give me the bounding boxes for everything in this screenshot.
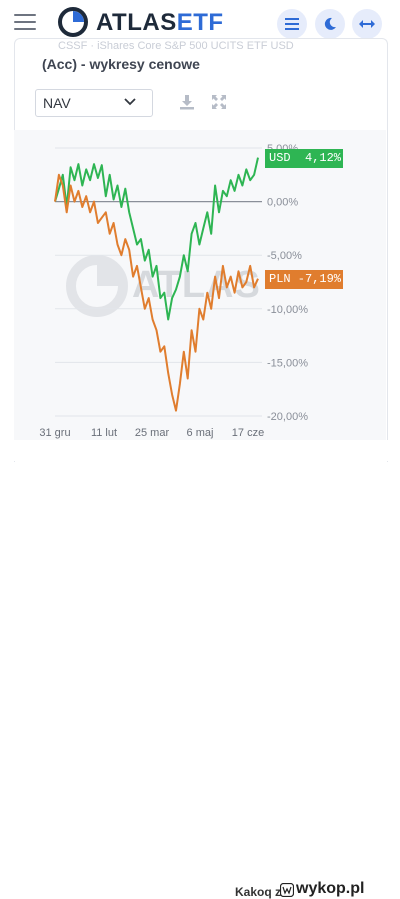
site-name[interactable]: wykop.pl [296, 880, 365, 897]
hamburger-icon[interactable] [14, 14, 36, 30]
y-tick-label: -10,00% [267, 304, 308, 316]
credit-text: Kakoq z [235, 885, 282, 899]
expand-icon[interactable] [211, 94, 227, 110]
download-icon[interactable] [179, 94, 195, 110]
x-tick-label: 6 maj [187, 427, 214, 439]
atlas-logo-icon [58, 7, 88, 37]
x-tick-label: 31 gru [39, 427, 70, 439]
y-tick-label: -15,00% [267, 357, 308, 369]
price-chart: 5,00%0,00%-5,00%-10,00%-15,00%-20,00% 31… [39, 143, 308, 439]
menu-lines-icon [285, 18, 299, 30]
y-tick-label: -20,00% [267, 411, 308, 423]
series-line-pln [54, 173, 259, 412]
chevron-down-icon [124, 98, 136, 106]
x-tick-label: 17 cze [232, 427, 264, 439]
menu-lines-button[interactable] [277, 9, 307, 39]
y-tick-label: 0,00% [267, 197, 298, 209]
brand-atlas: ATLAS [96, 9, 177, 36]
x-tick-label: 11 lut [91, 427, 117, 439]
series-select[interactable]: NAV [35, 89, 153, 117]
series-line-usd [54, 157, 259, 321]
pln-value-tag: PLN -7,19% [265, 270, 343, 289]
brand-title[interactable]: ATLASETF [96, 9, 224, 37]
theme-toggle-button[interactable] [315, 9, 345, 39]
usd-value-tag: USD 4,12% [265, 149, 343, 168]
select-value: NAV [43, 95, 71, 111]
wykop-logo-icon [280, 883, 294, 897]
faded-header-text: CSSF · iShares Core S&P 500 UCITS ETF US… [58, 40, 294, 52]
y-tick-label: -5,00% [267, 250, 302, 262]
brand-etf: ETF [176, 9, 224, 36]
x-tick-label: 25 mar [135, 427, 170, 439]
swap-arrows-button[interactable] [352, 9, 382, 39]
card-title: (Acc) - wykresy cenowe [42, 56, 200, 72]
moon-icon [324, 17, 336, 30]
footer: Kakoq z wykop.pl [0, 440, 400, 899]
swap-arrows-icon [359, 20, 375, 28]
watermark-logo-icon [66, 255, 128, 317]
